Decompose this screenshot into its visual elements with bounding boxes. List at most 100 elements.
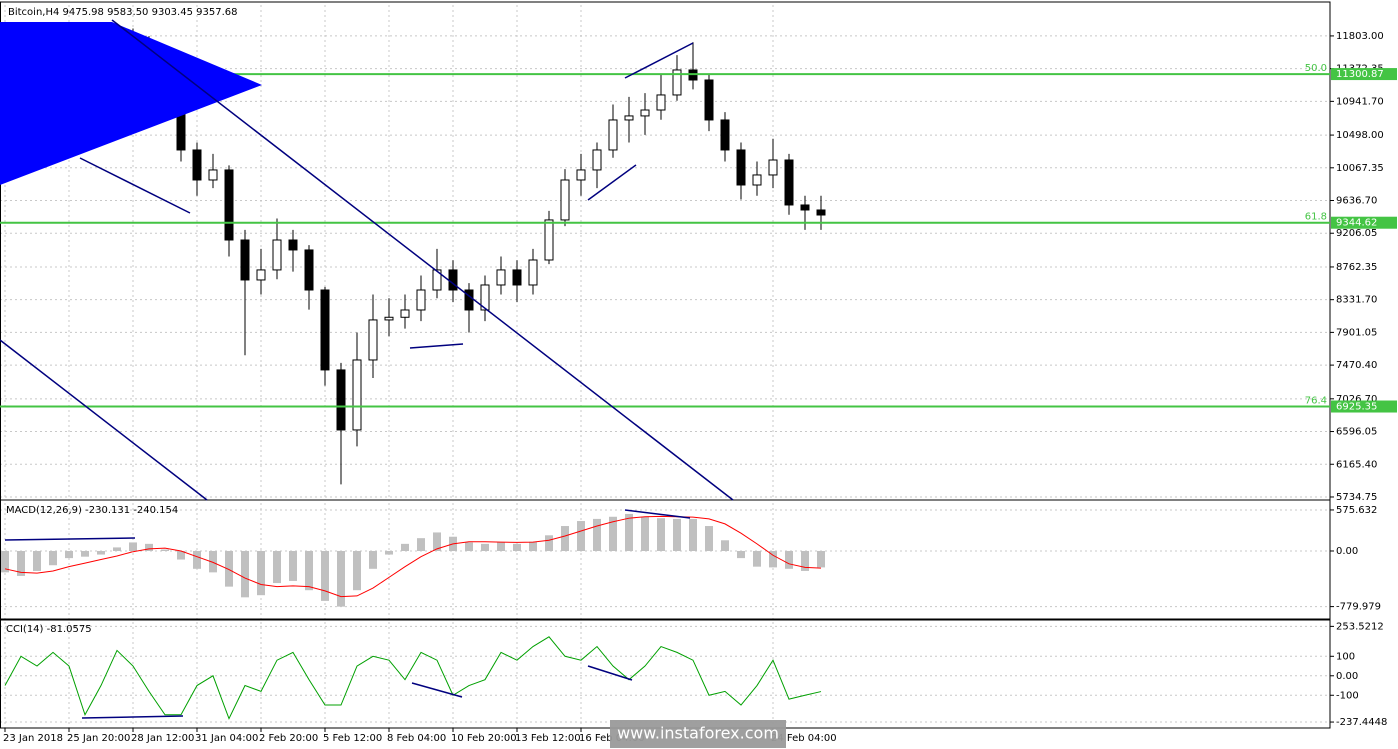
trend-line — [79, 157, 191, 214]
trend-line — [409, 343, 464, 349]
y-tick-label: 10941.70 — [1336, 96, 1384, 107]
candle-body — [464, 289, 474, 311]
candle-body — [800, 204, 810, 211]
y-tick-label: 0.00 — [1336, 671, 1358, 682]
histogram-bar — [65, 550, 73, 559]
candle-body — [720, 119, 730, 151]
panel-title: CCI(14) -81.0575 — [6, 624, 92, 635]
candle-body — [272, 239, 282, 271]
histogram-bar — [49, 550, 57, 566]
y-tick-label: 7470.40 — [1336, 360, 1377, 371]
trend-line — [624, 42, 694, 79]
candle-body — [816, 209, 826, 216]
histogram-bar — [577, 521, 585, 551]
histogram-bar — [1, 550, 9, 573]
watermark-box — [610, 720, 786, 748]
y-tick-label: 7026.70 — [1336, 394, 1377, 405]
candle-body — [336, 369, 346, 431]
trend-line — [111, 19, 734, 501]
histogram-bar — [769, 550, 777, 568]
y-tick-label: -237.4448 — [1336, 717, 1387, 728]
y-tick-label: 100 — [1336, 651, 1355, 662]
x-tick-label: 28 Jan 12:00 — [131, 733, 194, 744]
candle-body — [704, 79, 714, 121]
candle-body — [240, 239, 250, 281]
histogram-bar — [593, 518, 601, 551]
candle-body — [320, 289, 330, 371]
level-tag — [1331, 400, 1397, 413]
histogram-bar — [497, 542, 505, 551]
histogram-bar — [513, 543, 521, 551]
candle-body — [352, 359, 362, 431]
histogram-bar — [641, 516, 649, 551]
x-tick-label: 10 Feb 20:00 — [451, 733, 517, 744]
level-label: 76.4 — [1305, 396, 1327, 407]
candle-body — [496, 269, 506, 286]
candle-body — [752, 174, 762, 186]
level-tag — [1331, 68, 1397, 81]
histogram-bar — [433, 532, 441, 551]
histogram-bar — [609, 516, 617, 551]
y-tick-label: 0.00 — [1336, 546, 1358, 557]
histogram-bar — [545, 535, 553, 551]
histogram-bar — [417, 538, 425, 551]
x-tick-label: 31 Jan 04:00 — [195, 733, 258, 744]
candle-body — [384, 316, 394, 321]
level-label: 50.0 — [1305, 63, 1327, 74]
candle-body — [256, 269, 266, 281]
trend-line — [4, 537, 136, 541]
histogram-bar — [33, 550, 41, 571]
panel-title: MACD(12,26,9) -230.131 -240.154 — [6, 505, 178, 516]
candle-body — [416, 289, 426, 311]
watermark: www.instaforex.com — [610, 720, 786, 748]
trend-line — [587, 164, 637, 201]
level-price: 11300.87 — [1336, 69, 1384, 80]
histogram-bar — [401, 543, 409, 551]
histogram-bar — [81, 550, 89, 557]
y-tick-label: 5734.75 — [1336, 492, 1377, 503]
histogram-bar — [273, 550, 281, 584]
candle-body — [560, 179, 570, 221]
histogram-bar — [257, 550, 265, 596]
y-tick-label: 6596.05 — [1336, 427, 1377, 438]
histogram-bar — [561, 526, 569, 551]
panel-title: Bitcoin,H4 9475.98 9583.50 9303.45 9357.… — [8, 7, 237, 18]
histogram-bar — [177, 550, 185, 560]
histogram-bar — [737, 550, 745, 559]
x-tick-label: 23 Jan 2018 — [3, 733, 63, 744]
histogram-bar — [801, 550, 809, 571]
y-tick-label: 6165.40 — [1336, 459, 1377, 470]
candle-body — [480, 284, 490, 311]
candle-body — [592, 149, 602, 171]
candle-body — [576, 169, 586, 181]
triangle — [0, 22, 262, 185]
x-tick-label: 24 Feb 04:00 — [771, 733, 837, 744]
candle-body — [224, 169, 234, 241]
y-tick-label: 8331.70 — [1336, 295, 1377, 306]
histogram-bar — [689, 518, 697, 551]
candle-body — [656, 94, 666, 111]
trend-line — [81, 715, 184, 719]
candle-body — [624, 115, 634, 121]
histogram-bar — [353, 550, 361, 591]
drawings — [0, 19, 734, 719]
y-tick-label: -779.979 — [1336, 602, 1381, 613]
candle-body — [192, 149, 202, 181]
histogram-bar — [17, 550, 25, 576]
candle-body — [784, 159, 794, 206]
y-tick-label: 10498.00 — [1336, 130, 1384, 141]
histogram-bar — [241, 550, 249, 598]
histogram-bar — [129, 542, 137, 551]
x-tick-label: 8 Feb 04:00 — [387, 733, 446, 744]
trend-line — [411, 682, 463, 698]
candle-body — [432, 269, 442, 291]
histogram-bar — [97, 550, 105, 555]
level-label: 61.8 — [1305, 212, 1327, 223]
candle-body — [736, 149, 746, 186]
trend-line — [624, 509, 691, 519]
histogram-bar — [721, 540, 729, 551]
histogram-bar — [481, 543, 489, 551]
histogram-bar — [305, 550, 313, 591]
level-tag — [1331, 216, 1397, 229]
